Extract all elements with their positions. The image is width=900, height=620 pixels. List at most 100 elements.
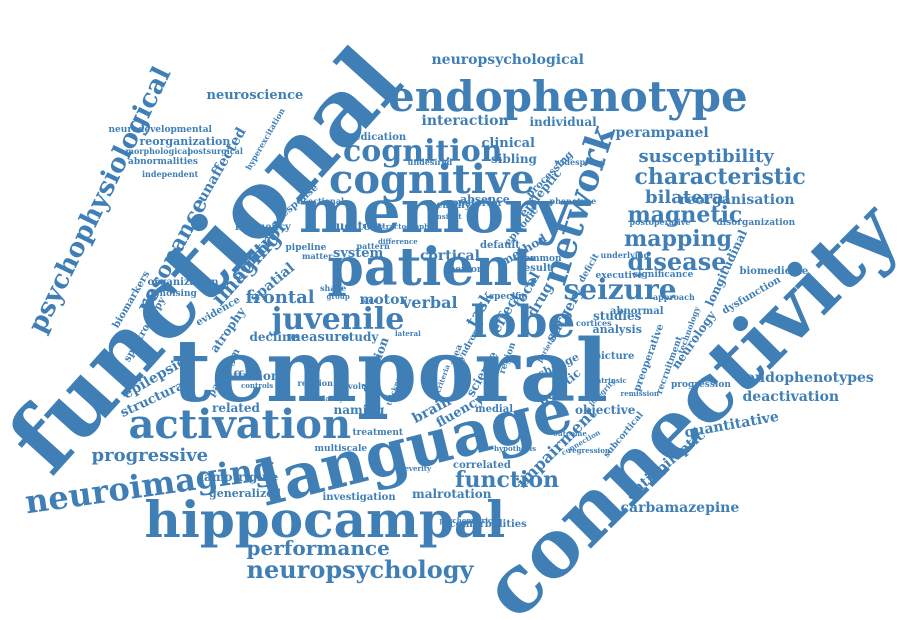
word-remission: remission [620, 388, 660, 398]
word-investigation: investigation [322, 492, 396, 503]
word-verbal: verbal [402, 293, 458, 312]
word-seizure: seizure [563, 273, 677, 306]
word-multiscale: multiscale [314, 443, 368, 454]
word-sibling: sibling [491, 152, 537, 166]
word-reorganisation: reorganisation [679, 192, 795, 208]
word-common: common [518, 253, 562, 264]
word-regression: regression [568, 445, 610, 455]
word-comorbidities: comorbidities [449, 519, 527, 530]
word-severity: severity [400, 463, 432, 473]
word-difference: difference [378, 236, 418, 246]
word-frequency: frequency [235, 222, 291, 233]
word-juvenile: juvenile [271, 302, 405, 337]
word-function: function [455, 467, 560, 493]
word-susceptibility: susceptibility [638, 146, 774, 167]
word-independent: independent [142, 169, 199, 179]
word-auditory: auditory [328, 219, 385, 233]
word-abnormalities: abnormalities [128, 156, 198, 167]
word-person: person [449, 264, 484, 275]
word-study: study [342, 330, 379, 344]
word-neuropsychology: neuropsychology [246, 555, 474, 584]
word-specific: specific [489, 291, 528, 302]
word-neuropsychological: neuropsychological [431, 52, 585, 68]
word-significance: significance [633, 269, 694, 280]
word-matter: matter [302, 251, 333, 261]
word-psychometric: psychometric [439, 515, 493, 525]
word-system: system [333, 245, 384, 261]
word-perampanel: perampanel [615, 125, 709, 141]
word-insight: insight [434, 211, 462, 221]
word-postoperative: postoperative [629, 217, 691, 227]
word-biomedicine: biomedicine [739, 266, 809, 277]
word-diffusion: diffusion [220, 369, 280, 383]
word-related: related [212, 401, 260, 415]
word-decline: decline [249, 330, 299, 344]
word-underlying: underlying [600, 250, 650, 260]
word-state: state [362, 220, 382, 230]
word-mapping: mapping [624, 226, 733, 252]
word-undesired: undesired [407, 157, 453, 167]
word-studies: studies [593, 309, 642, 323]
word-malrotation: malrotation [412, 487, 492, 501]
word-neurodevelopmental: neurodevelopmental [108, 124, 212, 135]
word-correlated: correlated [453, 460, 511, 471]
word-progression: progression [671, 379, 731, 390]
word-clinical: clinical [481, 135, 535, 151]
word-temporal: temporal [171, 321, 609, 422]
word-phenotype: phenotype [549, 196, 597, 206]
word-lobe: lobe [470, 297, 576, 348]
word-volume: volume [348, 381, 381, 391]
word-abnormal: abnormal [610, 306, 664, 317]
word-hypothesis: hypothesis [494, 443, 537, 453]
word-postsurgical: postsurgical [187, 146, 243, 156]
word-frontal: frontal [245, 287, 315, 308]
word-tractography: tractography [382, 221, 434, 231]
word-denoising: denoising [147, 288, 197, 299]
word-naming: naming [333, 403, 385, 417]
word-individual: individual [529, 115, 597, 129]
word-cognition: cognition [343, 134, 503, 169]
word-shape: shape [320, 283, 347, 293]
word-interaction: interaction [421, 113, 509, 129]
word-reorganization: reorganization [139, 134, 231, 148]
word-progressive: progressive [91, 445, 209, 466]
word-lateral: lateral [395, 328, 421, 338]
word-sectional: sectional [303, 196, 345, 206]
word-relation: relation [297, 378, 333, 388]
word-healthy: healthy [429, 200, 471, 211]
word-cortices: cortices [576, 318, 612, 328]
word-pattern: pattern [356, 241, 390, 251]
word-motor: motor [359, 292, 407, 308]
word-lamotrigine: lamotrigine [199, 470, 279, 484]
word-widespread: widespread [554, 157, 606, 167]
word-approach: approach [653, 292, 695, 302]
word-cognitive: cognitive [329, 156, 535, 203]
word-analysis: analysis [592, 322, 642, 336]
word-deactivation: deactivation [742, 389, 840, 405]
word-hippocampal: hippocampal [144, 490, 506, 549]
word-performance: performance [246, 536, 390, 560]
word-absence: absence [460, 192, 510, 206]
word-disease: disease [627, 247, 727, 276]
word-group: group [326, 291, 350, 301]
word-medication: medication [343, 132, 407, 143]
word-cortical: cortical [420, 248, 480, 264]
word-objective: objective [575, 403, 636, 417]
word-modularity: modularity [300, 393, 344, 403]
word-pipeline: pipeline [285, 242, 327, 253]
word-generalized: generalized [209, 486, 281, 500]
word-treatment: treatment [352, 427, 404, 438]
word-bilateral: bilateral [645, 187, 731, 208]
word-executive: executive [595, 270, 643, 281]
word-disorganization: disorganization [716, 217, 796, 228]
word-characteristic: characteristic [634, 164, 806, 190]
word-activation: activation [128, 401, 352, 448]
word-carbamazepine: carbamazepine [620, 500, 740, 516]
word-patient: patient [327, 237, 537, 298]
word-picture: picture [594, 351, 635, 362]
word-endophenotype: endophenotype [388, 72, 748, 121]
word-organization: organization [147, 277, 219, 288]
word-posterior: posterior [451, 198, 503, 209]
word-outcome: outcome [553, 428, 587, 438]
